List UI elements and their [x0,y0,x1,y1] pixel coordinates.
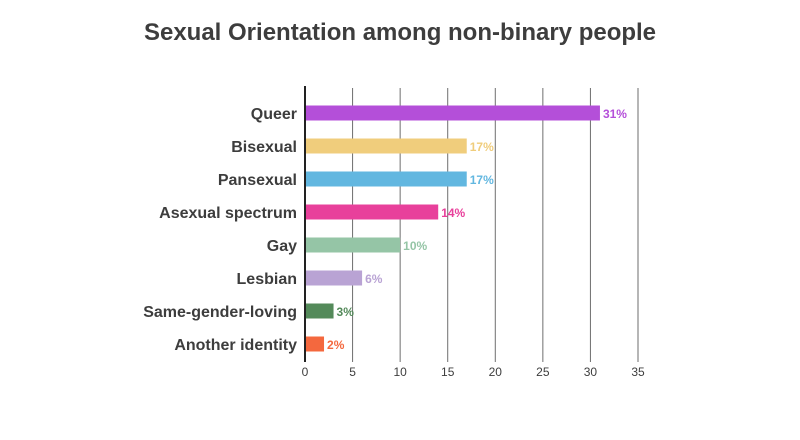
x-tick-label: 30 [584,365,598,379]
bar-queer [306,105,600,121]
bar-pansexual [306,171,467,187]
gridlines [304,86,639,362]
category-label: Bisexual [231,139,297,156]
category-label: Another identity [174,337,297,354]
bar-lesbian [306,270,363,286]
bar-asexual-spectrum [306,204,439,220]
value-label: 17% [470,173,494,187]
category-label: Queer [251,106,297,123]
category-label: Same-gender-loving [143,304,297,321]
category-label: Gay [267,238,297,255]
category-label: Asexual spectrum [159,205,297,222]
category-label: Pansexual [218,172,297,189]
x-tick-label: 15 [441,365,455,379]
value-label: 2% [327,338,345,352]
bar-same-gender-loving [306,303,334,319]
value-label: 17% [470,140,494,154]
x-tick-label: 10 [393,365,407,379]
chart-title: Sexual Orientation among non-binary peop… [144,19,656,46]
x-tick-label: 35 [631,365,645,379]
x-tick-label: 0 [302,365,309,379]
value-label: 14% [441,206,465,220]
bars [306,105,600,352]
labels: 0 5 10 15 20 25 30 35 Queer 31% Bisexual 17% Pansexu… [143,106,645,379]
bar-another-identity [306,336,325,352]
value-label: 3% [337,305,355,319]
x-tick-label: 25 [536,365,550,379]
category-label: Lesbian [237,271,297,288]
x-tick-label: 5 [349,365,356,379]
bar-gay [306,237,401,253]
value-label: 31% [603,107,627,121]
value-label: 6% [365,272,383,286]
x-tick-label: 20 [489,365,503,379]
bar-bisexual [306,138,467,154]
value-label: 10% [403,239,427,253]
